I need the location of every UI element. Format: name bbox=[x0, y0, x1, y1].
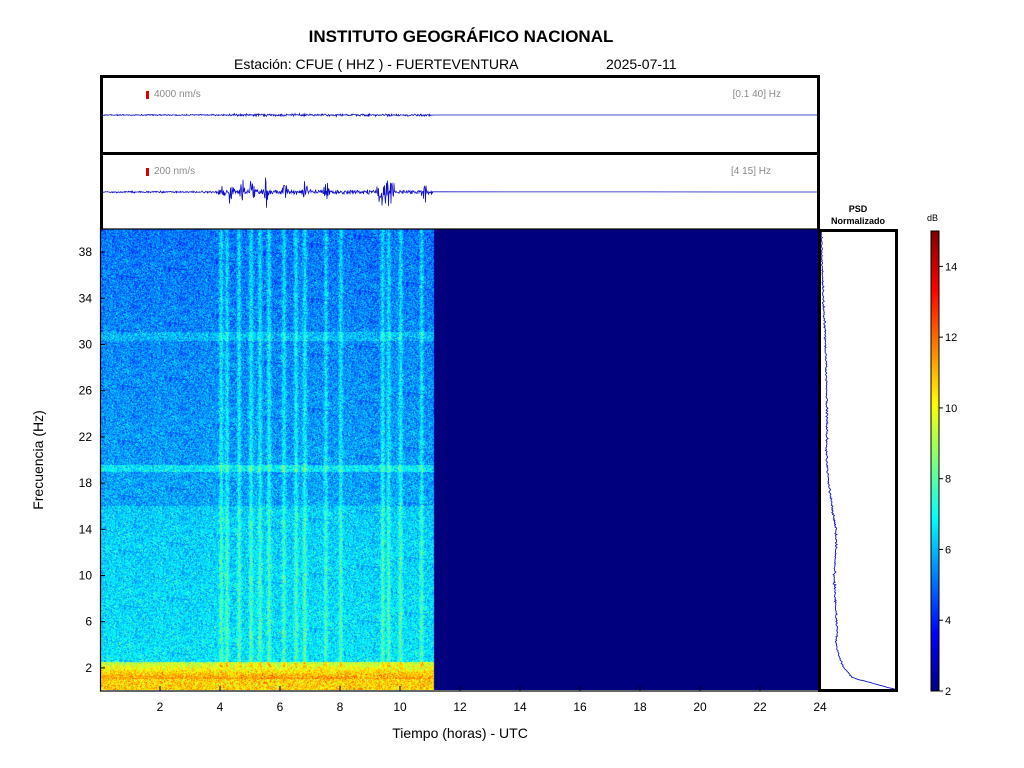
y-tick-label: 30 bbox=[79, 338, 93, 352]
filter-band-label: [0.1 40] Hz bbox=[732, 89, 781, 100]
colorbar-tick-label: 14 bbox=[945, 261, 957, 273]
seismogram-panel-highpass: 200 nm/s [4 15] Hz bbox=[100, 152, 820, 232]
psd-line bbox=[821, 232, 895, 689]
colorbar bbox=[931, 231, 939, 691]
x-tick-label: 8 bbox=[337, 700, 344, 714]
spectrogram-heatmap bbox=[101, 229, 819, 690]
psd-curve bbox=[821, 232, 895, 689]
y-tick-label: 6 bbox=[85, 615, 92, 629]
x-tick-label: 2 bbox=[157, 700, 164, 714]
x-tick-label: 22 bbox=[753, 700, 767, 714]
colorbar-tick-label: 6 bbox=[945, 544, 951, 556]
x-tick-label: 4 bbox=[217, 700, 224, 714]
y-tick-label: 34 bbox=[79, 291, 93, 305]
x-tick-label: 24 bbox=[813, 700, 827, 714]
scale-marker bbox=[146, 91, 149, 99]
psd-panel bbox=[818, 229, 898, 692]
x-tick-label: 12 bbox=[453, 700, 467, 714]
colorbar-tick-label: 12 bbox=[945, 332, 957, 344]
seismogram-trace-broadband bbox=[103, 112, 817, 118]
y-tick-label: 14 bbox=[79, 522, 93, 536]
amplitude-scale-label: 4000 nm/s bbox=[154, 89, 201, 100]
y-tick-label: 38 bbox=[79, 245, 93, 259]
x-tick-label: 6 bbox=[277, 700, 284, 714]
y-tick-label: 10 bbox=[79, 569, 93, 583]
filter-band-label: [4 15] Hz bbox=[730, 166, 771, 177]
seismogram-panel-broadband: 4000 nm/s [0.1 40] Hz bbox=[100, 75, 820, 155]
date-subtitle: 2025-07-11 bbox=[606, 56, 677, 72]
colorbar-tick-label: 8 bbox=[945, 474, 951, 486]
seismogram-trace-line bbox=[103, 112, 817, 118]
x-tick-label: 14 bbox=[513, 700, 527, 714]
main-title: INSTITUTO GEOGRÁFICO NACIONAL bbox=[308, 27, 614, 46]
x-tick-label: 20 bbox=[693, 700, 707, 714]
amplitude-scale-label: 200 nm/s bbox=[154, 166, 196, 177]
seismogram-trace-highpass bbox=[103, 177, 817, 208]
scale-marker bbox=[146, 168, 149, 176]
psd-title-line1: PSD bbox=[848, 204, 868, 214]
y-tick-label: 18 bbox=[79, 476, 93, 490]
colorbar-unit-label: dB bbox=[927, 213, 939, 223]
x-tick-label: 10 bbox=[393, 700, 407, 714]
x-tick-label: 18 bbox=[633, 700, 647, 714]
colorbar-tick-label: 2 bbox=[945, 686, 951, 698]
seismogram-trace-line bbox=[103, 177, 817, 208]
colorbar-tick-label: 4 bbox=[945, 615, 951, 627]
x-tick-label: 16 bbox=[573, 700, 587, 714]
y-tick-label: 2 bbox=[85, 661, 92, 675]
y-tick-label: 22 bbox=[79, 430, 93, 444]
psd-title-line2: Normalizado bbox=[830, 216, 885, 226]
colorbar-tick-label: 10 bbox=[945, 403, 957, 415]
colorbar-frame bbox=[930, 230, 940, 692]
x-axis-label: Tiempo (horas) - UTC bbox=[392, 725, 528, 741]
psd-title: PSD Normalizado bbox=[818, 203, 898, 227]
station-subtitle: Estación: CFUE ( HHZ ) - FUERTEVENTURA bbox=[234, 56, 519, 72]
y-tick-label: 26 bbox=[79, 384, 93, 398]
